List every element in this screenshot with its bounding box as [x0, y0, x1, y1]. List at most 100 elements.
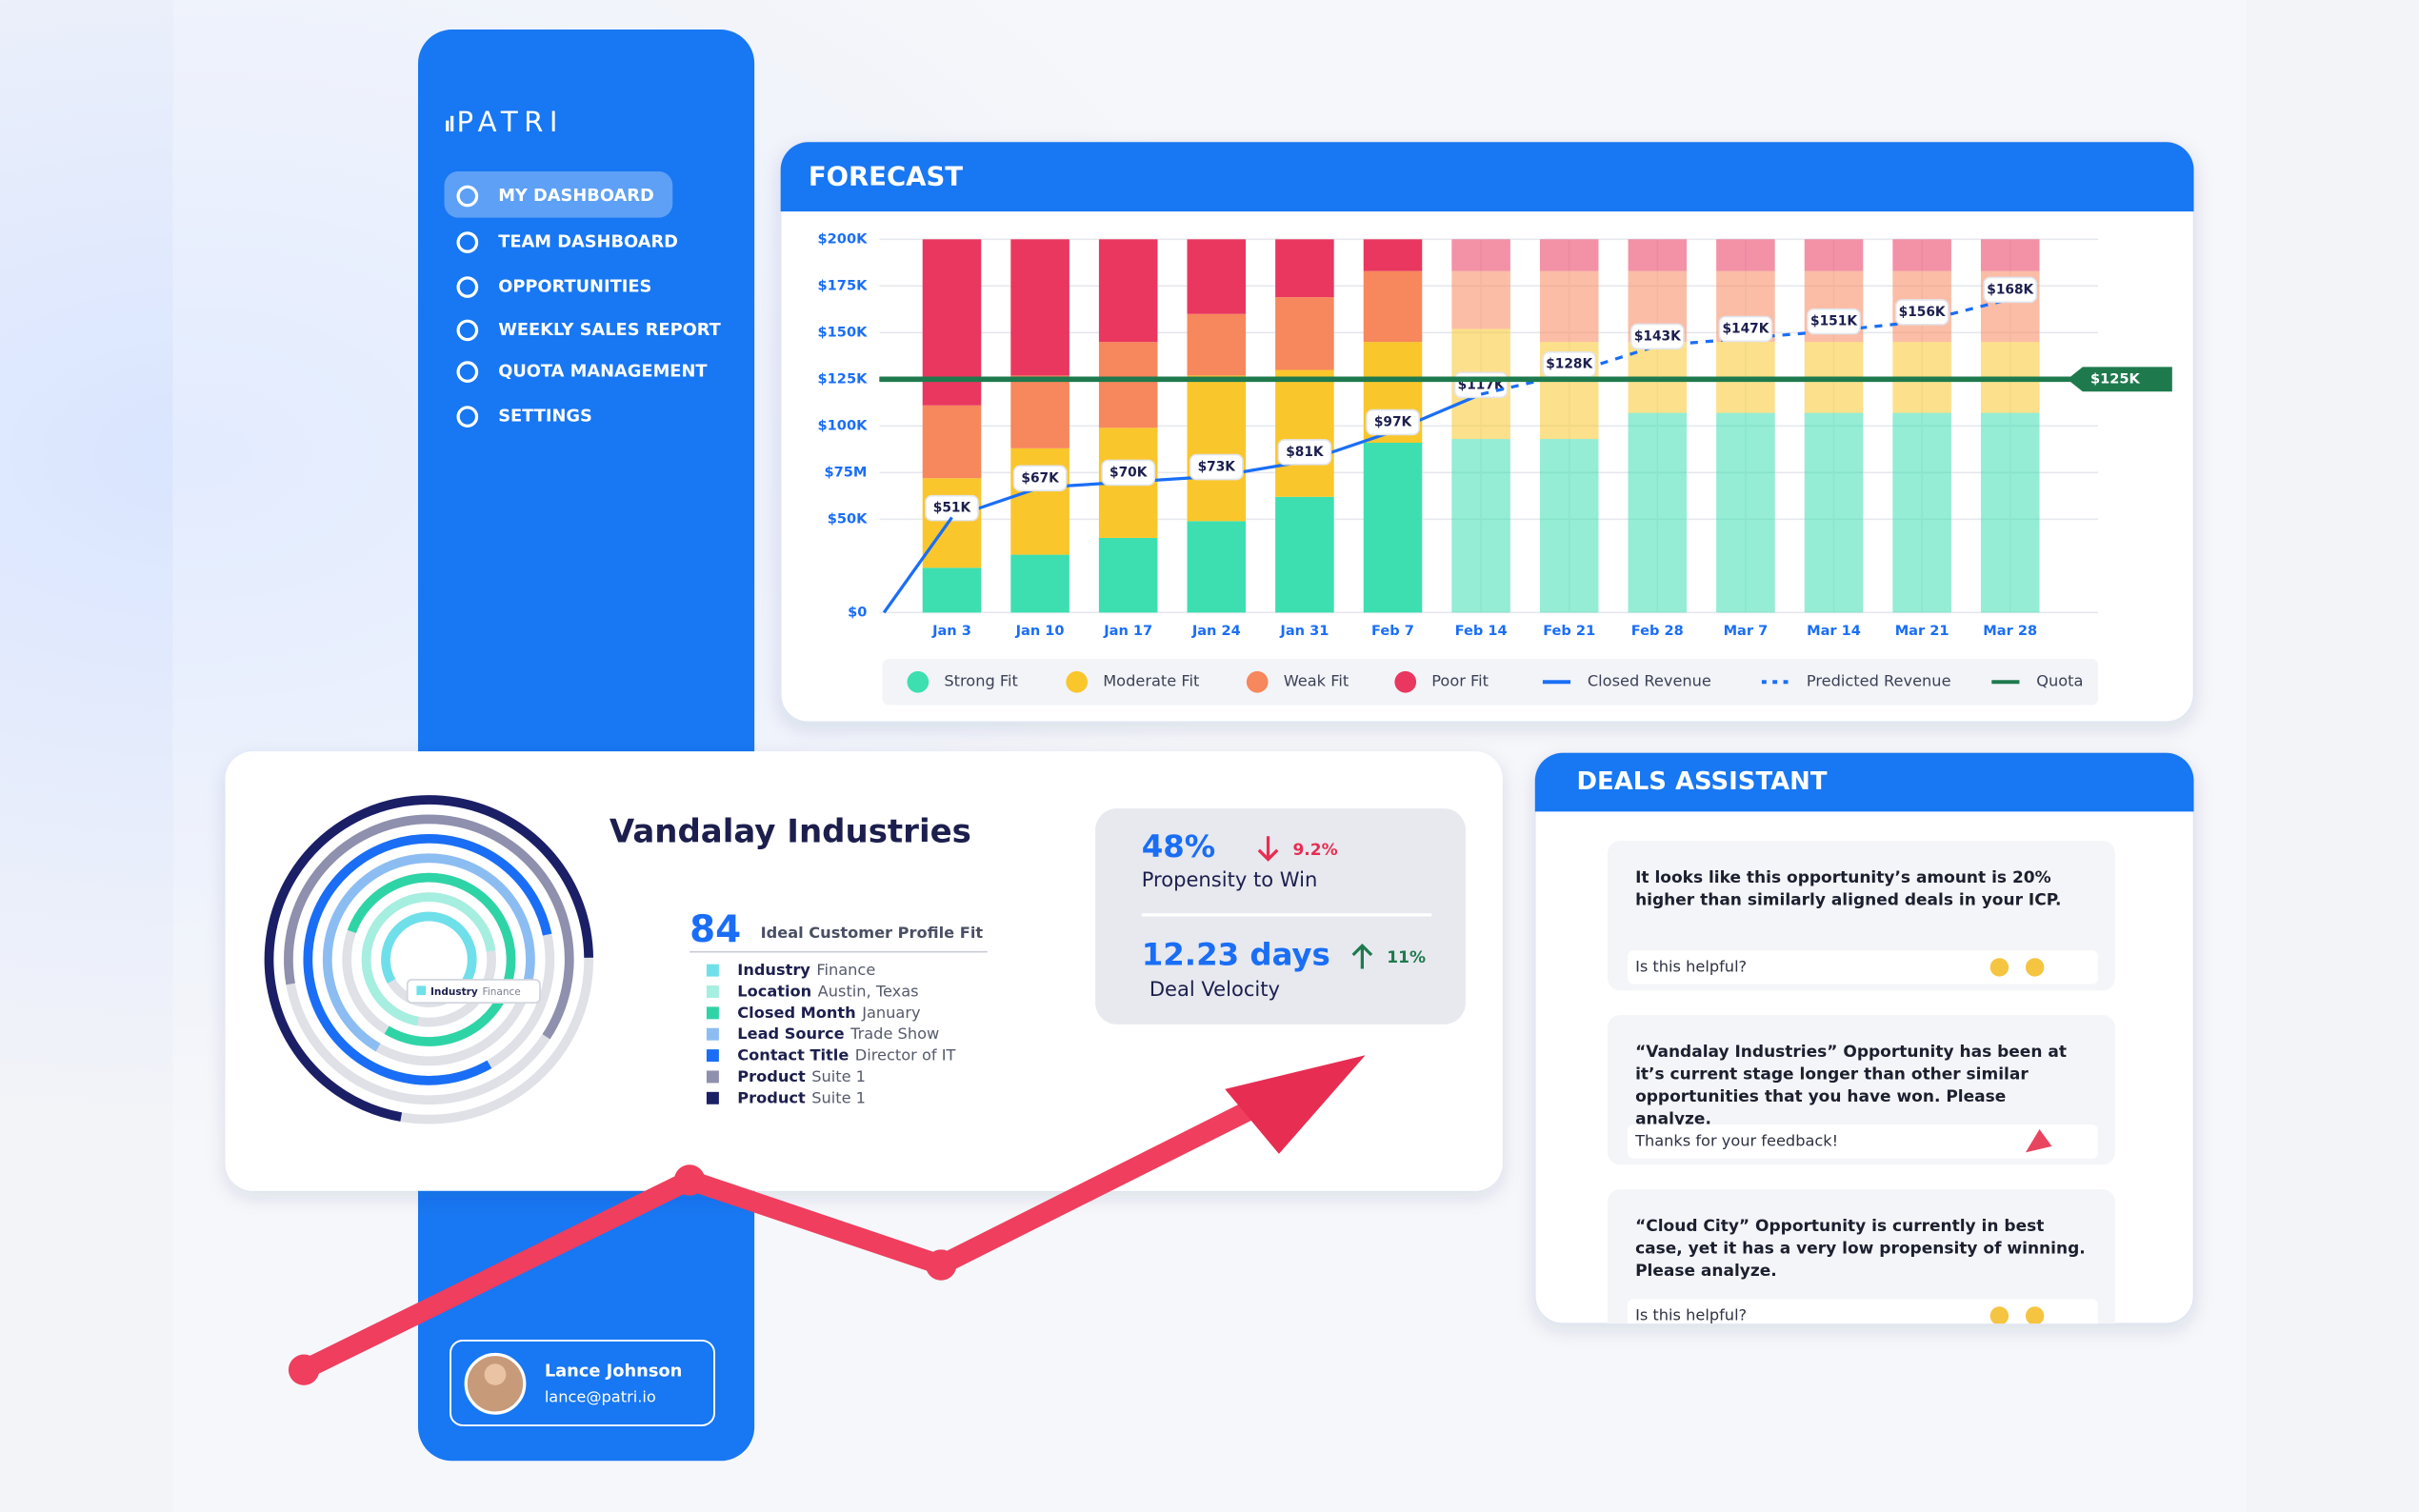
data-label-box — [1366, 408, 1420, 436]
attribute-label: Product — [737, 1066, 806, 1084]
thumb-down[interactable] — [2025, 958, 2045, 977]
y-tick-label: $100K — [818, 417, 869, 433]
attribute-swatch — [706, 964, 719, 977]
legend-label: Quota — [2036, 672, 2083, 690]
message-footer — [1627, 1124, 2099, 1159]
card-header — [1534, 752, 2194, 812]
attribute-value: Director of IT — [855, 1045, 956, 1064]
sidebar: PATRI MY DASHBOARD TEAM DASHBOARD OPPORTUN… — [417, 30, 755, 1462]
nav-item[interactable]: WEEKLY SALES REPORT — [498, 320, 721, 340]
data-label: $70K — [1110, 465, 1149, 480]
legend-label: Moderate Fit — [1103, 672, 1199, 690]
metric-label: Propensity to Win — [1142, 867, 1318, 891]
y-tick-label: $75M — [824, 464, 867, 480]
attribute-label: Contact Title — [737, 1045, 849, 1064]
bar-segment — [1980, 239, 2040, 271]
bar-segment — [1539, 439, 1599, 613]
bar-segment — [1451, 439, 1510, 613]
bar-segment — [1010, 375, 1070, 448]
data-label: $97K — [1374, 415, 1413, 430]
bar-segment — [1539, 270, 1599, 343]
message-footer — [1627, 1299, 2099, 1324]
thumb-down[interactable] — [2025, 1306, 2045, 1324]
nav-item[interactable]: SETTINGS — [498, 407, 592, 427]
attribute-value: Austin, Texas — [818, 982, 919, 1000]
ring-arc — [264, 795, 594, 1124]
bar-segment — [1187, 313, 1247, 376]
data-label: $81K — [1286, 445, 1325, 460]
x-tick-label: Mar 14 — [1807, 623, 1861, 639]
ring-arc — [322, 853, 535, 1066]
metric-value: 12.23 days — [1142, 937, 1330, 973]
attribute-value: January — [861, 1003, 921, 1021]
x-tick-label: Jan 31 — [1279, 623, 1329, 639]
x-tick-label: Jan 17 — [1103, 623, 1152, 639]
attribute-swatch — [706, 1070, 719, 1084]
feedback-icon — [2025, 1129, 2052, 1153]
nav-icon — [456, 276, 479, 298]
data-label-box — [1807, 308, 1861, 335]
bar-segment — [1363, 442, 1423, 613]
bar-segment — [922, 567, 982, 613]
legend-swatch — [1246, 670, 1269, 693]
ring-arc — [303, 833, 555, 1085]
attribute-value: Suite 1 — [811, 1066, 866, 1084]
thumb-up[interactable] — [1989, 958, 2009, 977]
user-box — [450, 1339, 715, 1427]
message-footer-text: Thanks for your feedback! — [1634, 1131, 1838, 1149]
nav-item[interactable]: MY DASHBOARD — [498, 186, 654, 206]
bar-segment — [1010, 239, 1070, 376]
legend-label: Poor Fit — [1431, 672, 1489, 690]
data-label-box — [1012, 465, 1068, 492]
legend-label: Strong Fit — [944, 672, 1017, 690]
message-footer — [1627, 950, 2099, 985]
y-tick-label: $125K — [818, 370, 869, 387]
attribute: Product Suite 1 — [737, 1066, 866, 1084]
data-label: $51K — [933, 501, 972, 516]
y-tick-label: $0 — [848, 604, 867, 620]
icp-label: Ideal Customer Profile Fit — [761, 924, 984, 942]
deals-title: DEALS ASSISTANT — [1577, 767, 1828, 796]
nav-icon — [456, 319, 479, 342]
bar-segment — [1275, 496, 1334, 613]
ring-arc — [381, 911, 477, 1008]
nav-icon — [456, 361, 479, 383]
nav-icon — [456, 185, 479, 208]
legend — [882, 658, 2099, 706]
nav-item[interactable]: OPPORTUNITIES — [498, 277, 651, 297]
legend-label: Closed Revenue — [1588, 672, 1711, 690]
x-tick-label: Jan 10 — [1015, 623, 1065, 639]
avatar-head — [484, 1363, 507, 1385]
x-tick-label: Feb 28 — [1631, 623, 1684, 639]
nav-item[interactable]: TEAM DASHBOARD — [498, 232, 678, 252]
nav-item[interactable]: QUOTA MANAGEMENT — [498, 362, 708, 382]
attribute-swatch — [706, 1027, 719, 1041]
x-tick-label: Mar 28 — [1983, 623, 2037, 639]
bar-segment — [1539, 239, 1599, 271]
bar-segment — [1892, 239, 1951, 271]
bar-segment — [1363, 270, 1423, 343]
company-name: Vandalay Industries — [610, 812, 971, 850]
message-line: it’s current stage longer than other sim… — [1635, 1065, 2029, 1084]
message-line: “Vandalay Industries” Opportunity has be… — [1635, 1043, 2067, 1062]
attribute: Location Austin, Texas — [737, 982, 918, 1000]
attribute: Closed Month January — [737, 1003, 921, 1021]
nav-active — [444, 171, 673, 218]
message-line: analyze. — [1635, 1109, 1711, 1128]
icp-score: 84 — [690, 908, 741, 951]
closed-revenue-start — [882, 516, 953, 614]
bar-segment — [1098, 537, 1158, 613]
bar-segment — [1098, 342, 1158, 428]
company-card: Vandalay Industries 84 Ideal Customer Pr… — [225, 751, 1503, 1191]
attribute-label: Industry — [737, 961, 810, 979]
attribute-label: Closed Month — [737, 1003, 855, 1021]
bar-segment — [1716, 412, 1775, 613]
x-tick-label: Feb 7 — [1371, 623, 1414, 639]
message-line: It looks like this opportunity’s amount … — [1635, 868, 2051, 887]
attribute-label: Product — [737, 1088, 806, 1106]
attribute-swatch — [706, 1091, 719, 1104]
bar-segment — [1010, 448, 1070, 555]
message-line: opportunities that you have won. Please — [1635, 1087, 2006, 1106]
thumb-up[interactable] — [1989, 1306, 2009, 1324]
attribute-value: Finance — [816, 961, 875, 979]
